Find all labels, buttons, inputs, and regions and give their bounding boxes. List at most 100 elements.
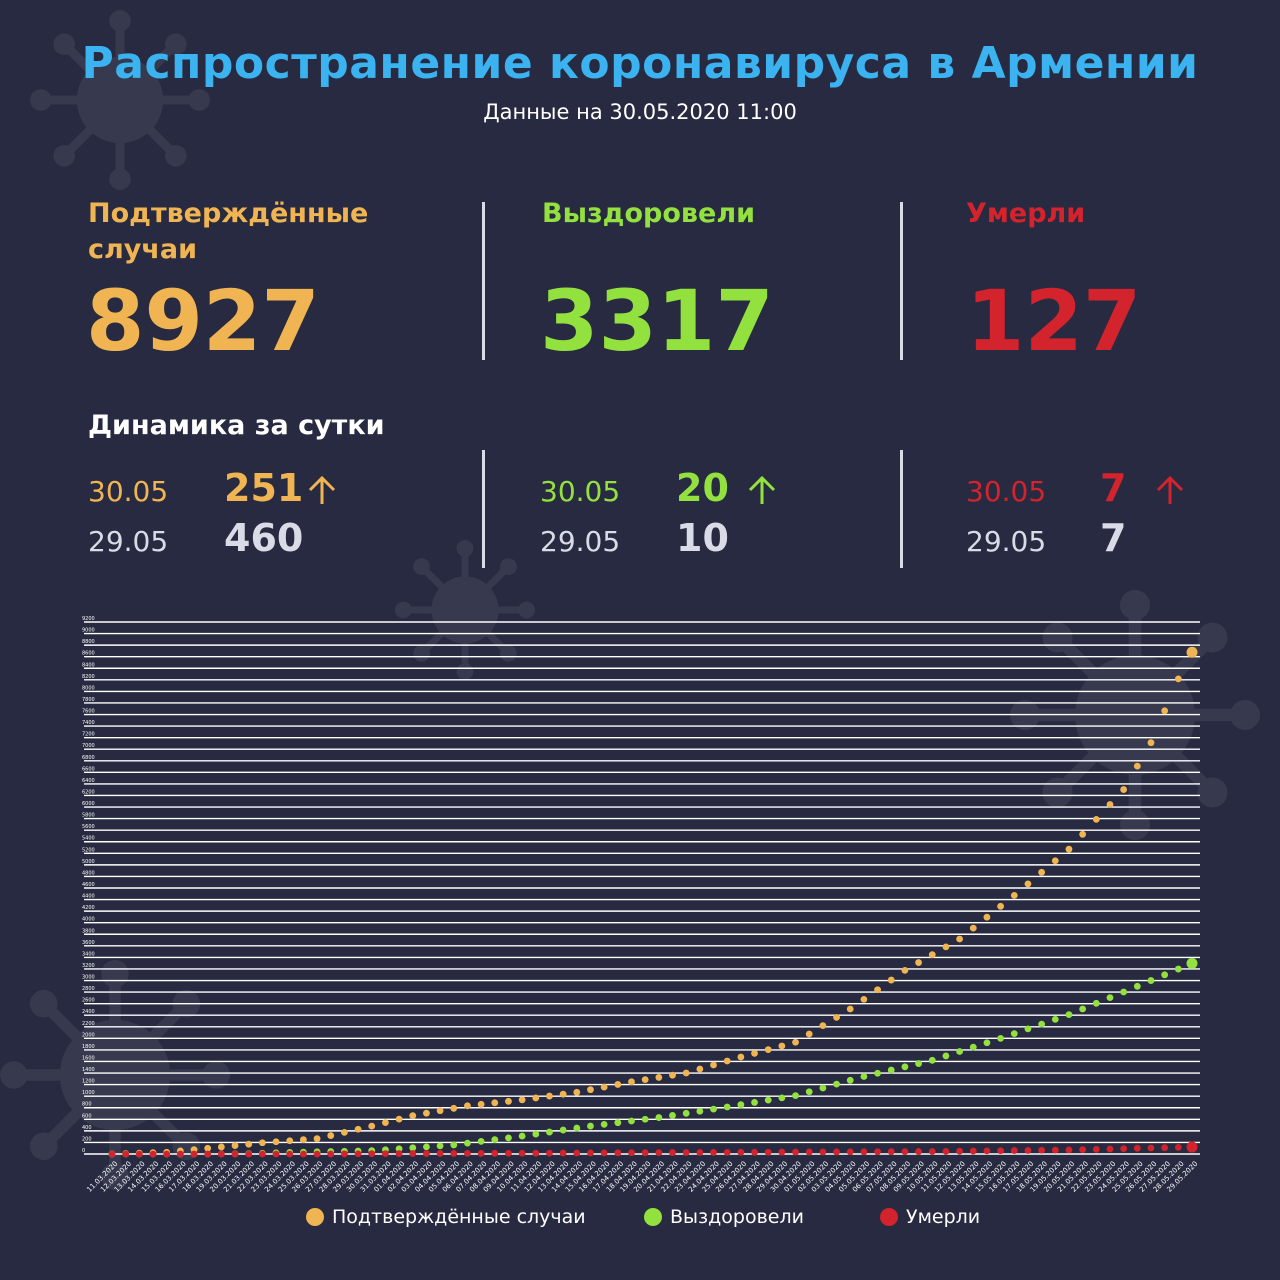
data-point-deaths: [559, 1149, 567, 1157]
data-point-deaths: [354, 1150, 362, 1158]
data-point-recovered: [1133, 982, 1141, 990]
data-point-recovered: [915, 1060, 922, 1067]
y-tick-label: 8400: [82, 662, 95, 668]
data-point-recovered: [464, 1139, 471, 1147]
y-tick-label: 3600: [82, 940, 95, 946]
data-point-deaths: [1024, 1147, 1032, 1154]
data-point-recovered: [573, 1124, 581, 1132]
data-point-recovered: [546, 1128, 553, 1136]
data-point-confirmed: [286, 1137, 294, 1145]
data-point-deaths: [764, 1148, 772, 1156]
data-point-deaths: [423, 1150, 430, 1157]
data-point-deaths: [860, 1148, 868, 1156]
legend-item-recovered: Выздоровели: [644, 1206, 804, 1228]
data-point-confirmed: [423, 1109, 430, 1117]
data-point-confirmed: [450, 1104, 458, 1112]
data-point-confirmed: [341, 1129, 348, 1136]
data-point-recovered: [518, 1132, 526, 1140]
data-point-deaths: [163, 1150, 171, 1158]
virus-decoration-icon: [395, 540, 535, 680]
y-tick-label: 4800: [82, 870, 95, 876]
data-point-deaths: [258, 1150, 266, 1158]
data-point-deaths: [1147, 1144, 1155, 1152]
data-point-confirmed: [464, 1102, 471, 1110]
data-point-deaths: [313, 1150, 321, 1158]
data-point-confirmed: [915, 959, 922, 966]
data-point-recovered: [600, 1120, 608, 1128]
data-point-recovered: [983, 1039, 991, 1047]
data-point-deaths: [382, 1150, 389, 1157]
data-point-confirmed: [928, 951, 936, 959]
y-tick-label: 2000: [82, 1032, 95, 1038]
data-point-confirmed: [1038, 868, 1046, 876]
legend-swatch: [306, 1208, 324, 1226]
data-point-recovered: [819, 1084, 827, 1092]
data-point-recovered: [669, 1112, 676, 1119]
data-point-deaths: [190, 1150, 198, 1158]
data-point-confirmed: [997, 902, 1005, 910]
y-tick-label: 1000: [82, 1090, 95, 1096]
data-point-deaths: [409, 1150, 417, 1157]
y-tick-label: 7800: [82, 697, 95, 703]
y-tick-label: 9200: [82, 616, 95, 622]
data-point-deaths: [710, 1149, 717, 1156]
y-tick-label: 5800: [82, 813, 95, 819]
data-point-deaths: [450, 1150, 458, 1157]
data-point-confirmed: [382, 1119, 389, 1127]
arrow-up-icon: [1156, 475, 1184, 504]
data-point-recovered: [641, 1115, 649, 1123]
data-point-confirmed: [983, 913, 991, 921]
y-tick-label: 400: [82, 1125, 92, 1131]
data-point-deaths: [231, 1150, 239, 1158]
data-point-deaths: [928, 1148, 936, 1155]
data-point-recovered: [409, 1144, 417, 1152]
data-point-recovered: [423, 1143, 430, 1151]
confirmed-today-date: 30.05: [88, 475, 169, 508]
data-point-recovered: [1174, 965, 1182, 973]
arrow-up-icon: [748, 475, 776, 504]
data-point-confirmed: [1161, 707, 1169, 715]
data-point-deaths: [1038, 1146, 1046, 1154]
data-point-deaths: [573, 1149, 581, 1157]
data-point-recovered: [969, 1043, 977, 1051]
data-point-deaths: [1106, 1145, 1114, 1153]
data-point-deaths: [532, 1149, 540, 1157]
data-point-deaths: [122, 1150, 130, 1158]
data-point-deaths: [217, 1150, 225, 1158]
confirmed-today-value: 251: [224, 466, 304, 510]
y-tick-label: 2600: [82, 998, 95, 1004]
data-point-confirmed: [1079, 830, 1087, 838]
deaths-yesterday-value: 7: [1100, 516, 1127, 560]
data-point-recovered: [1010, 1030, 1018, 1038]
data-point-recovered: [928, 1056, 936, 1064]
data-point-confirmed: [491, 1099, 499, 1107]
y-tick-label: 1800: [82, 1044, 95, 1050]
data-point-recovered: [778, 1094, 786, 1102]
data-point-confirmed: [696, 1065, 704, 1073]
y-tick-label: 9000: [82, 628, 95, 634]
data-point-deaths: [245, 1150, 253, 1158]
y-tick-label: 1400: [82, 1067, 95, 1073]
data-point-deaths: [805, 1148, 813, 1156]
y-tick-label: 1200: [82, 1079, 95, 1085]
y-tick-label: 800: [82, 1102, 92, 1108]
data-point-deaths: [135, 1150, 143, 1158]
y-tick-label: 7200: [82, 732, 95, 738]
legend-label: Подтверждённые случаи: [332, 1206, 586, 1228]
data-point-deaths: [833, 1148, 840, 1156]
data-point-deaths: [997, 1147, 1005, 1155]
y-tick-label: 2400: [82, 1009, 95, 1015]
recovered-today-date: 30.05: [540, 475, 621, 508]
data-point-confirmed: [751, 1049, 758, 1057]
data-point-deaths: [1051, 1146, 1059, 1154]
confirmed-label: Подтверждённые случаи: [88, 198, 369, 265]
data-point-recovered: [1024, 1025, 1032, 1033]
legend-label: Умерли: [906, 1206, 981, 1228]
data-point-confirmed: [354, 1125, 362, 1133]
y-tick-label: 4200: [82, 905, 95, 911]
data-point-confirmed: [272, 1138, 280, 1146]
deaths-today-date: 30.05: [966, 475, 1047, 508]
data-point-deaths: [204, 1150, 212, 1158]
y-tick-label: 8000: [82, 685, 95, 691]
legend-swatch: [880, 1208, 898, 1226]
